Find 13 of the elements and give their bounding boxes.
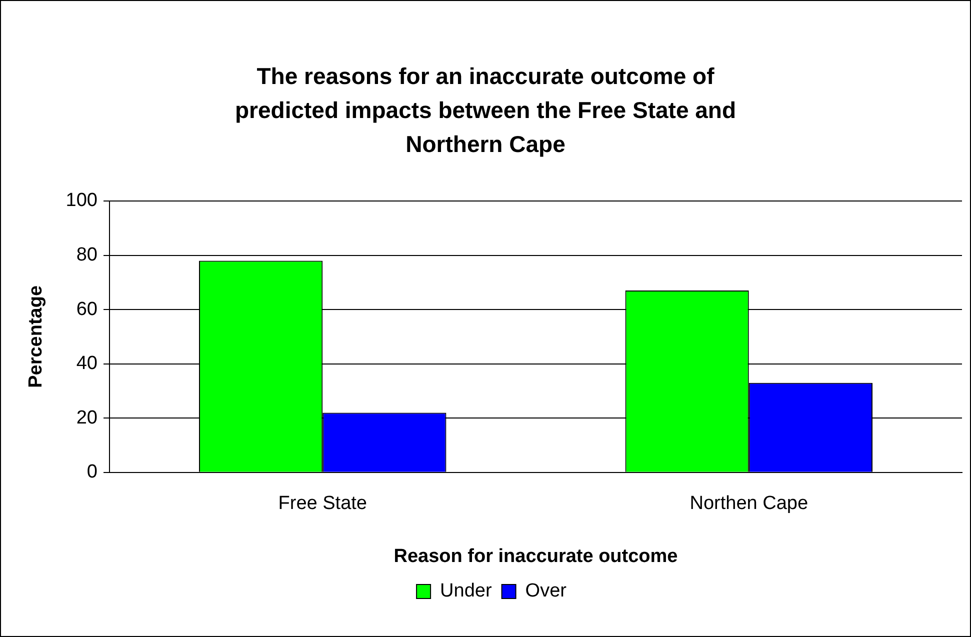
y-axis-title: Percentage xyxy=(26,285,47,388)
y-tick-label: 60 xyxy=(76,298,98,320)
y-tick-label: 20 xyxy=(76,407,98,428)
x-tick-label: Northen Cape xyxy=(690,493,808,514)
y-tick-label: 40 xyxy=(76,353,98,374)
chart-title: The reasons for an inaccurate outcome of predicted impacts between the Free State and Northern Cape xyxy=(234,62,738,159)
y-tick-label: 80 xyxy=(76,244,98,266)
x-tick-label: Free State xyxy=(278,493,367,514)
legend-label: Under xyxy=(440,580,492,602)
x-axis-title: Reason for inaccurate outcome xyxy=(394,546,678,567)
legend-label: Over xyxy=(525,580,568,602)
y-tick-label: 100 xyxy=(66,190,98,212)
y-tick-label: 0 xyxy=(86,462,98,483)
